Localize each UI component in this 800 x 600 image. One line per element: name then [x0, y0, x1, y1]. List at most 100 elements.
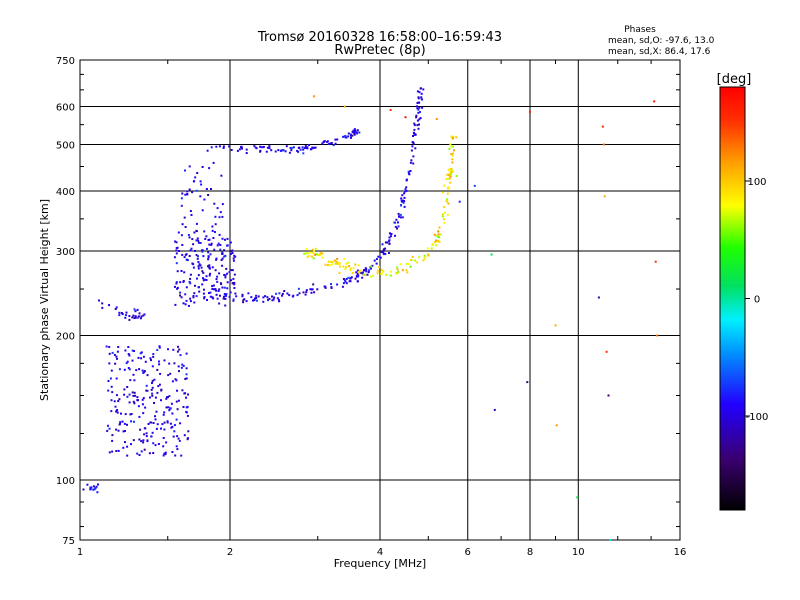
echo-point [396, 268, 399, 271]
echo-point [186, 190, 189, 193]
echo-point [349, 269, 352, 272]
echo-point [365, 270, 368, 273]
echo-point [118, 368, 121, 371]
echo-point [187, 430, 190, 433]
y-tick-label: 500 [56, 141, 75, 152]
echo-point [389, 235, 392, 238]
echo-point [369, 267, 372, 270]
echo-point [554, 324, 557, 327]
echo-point [175, 252, 178, 255]
echo-point [412, 131, 415, 134]
echo-point [223, 273, 226, 276]
echo-point [381, 243, 384, 246]
echo-point [173, 430, 176, 433]
echo-point [446, 192, 449, 195]
echo-point [136, 452, 139, 455]
echo-point [197, 265, 200, 268]
echo-point [140, 357, 143, 360]
echo-point [224, 276, 227, 279]
echo-point [384, 241, 387, 244]
echo-point [162, 445, 165, 448]
echo-point [192, 296, 195, 299]
echo-point [417, 108, 420, 111]
echo-point [108, 362, 111, 365]
echo-point [108, 304, 110, 307]
echo-point [208, 238, 211, 241]
echo-point [208, 264, 211, 267]
echo-point [210, 243, 213, 246]
echo-point [197, 255, 199, 258]
echo-point [449, 171, 452, 174]
echo-point [187, 234, 190, 236]
echo-point [126, 423, 128, 426]
echo-point [324, 263, 327, 266]
echo-point [209, 253, 212, 256]
echo-point [452, 135, 455, 138]
echo-point [411, 141, 414, 144]
echo-point [276, 297, 279, 300]
echo-point [312, 283, 315, 286]
echo-point [207, 256, 210, 259]
echo-point [94, 486, 97, 489]
echo-point [141, 398, 144, 401]
echo-point [437, 236, 440, 239]
echo-point [162, 437, 165, 439]
echo-point [395, 218, 398, 221]
echo-point [410, 149, 413, 152]
echo-point [385, 273, 388, 276]
echo-point [126, 445, 129, 448]
echo-point [216, 275, 219, 278]
echo-point [328, 264, 331, 267]
echo-point [167, 396, 169, 399]
echo-point [212, 237, 215, 239]
echo-point [232, 299, 235, 302]
echo-point [155, 427, 158, 430]
echo-point [407, 172, 410, 175]
echo-point [201, 166, 204, 168]
echo-point [189, 249, 192, 252]
echo-point [226, 244, 229, 247]
echo-point [202, 255, 205, 258]
echo-point [214, 269, 217, 272]
echo-point [404, 188, 407, 191]
echo-point [399, 263, 402, 266]
echo-point [448, 168, 451, 170]
echo-point [201, 283, 204, 286]
echo-point [151, 365, 154, 368]
echo-point [447, 187, 450, 190]
echo-point [203, 288, 205, 291]
echo-point [148, 452, 151, 455]
echo-point [370, 275, 372, 278]
echo-point [411, 255, 414, 258]
echo-point [108, 451, 111, 454]
echo-point [354, 277, 357, 280]
echo-point [224, 304, 227, 307]
x-axis-label: Frequency [MHz] [334, 557, 426, 570]
echo-point [193, 292, 196, 295]
echo-point [383, 248, 385, 251]
echo-point [597, 296, 600, 299]
echo-point [143, 427, 146, 430]
echo-point [98, 299, 100, 302]
echo-point [133, 402, 136, 405]
echo-point [133, 350, 135, 352]
echo-point [125, 314, 127, 317]
echo-point [136, 308, 139, 311]
echo-point [142, 412, 145, 415]
echo-point [174, 303, 177, 306]
echo-point [163, 452, 166, 455]
echo-point [161, 423, 164, 426]
echo-point [330, 142, 333, 144]
echo-point [177, 399, 180, 402]
echo-point [116, 409, 119, 411]
echo-point [137, 405, 140, 408]
echo-point [207, 258, 210, 261]
echo-point [149, 396, 151, 399]
echo-point [113, 353, 116, 356]
echo-point [184, 169, 186, 172]
echo-point [386, 241, 389, 244]
echo-point [150, 359, 152, 362]
echo-point [232, 298, 235, 301]
echo-point [412, 155, 415, 158]
echo-point [420, 87, 422, 90]
